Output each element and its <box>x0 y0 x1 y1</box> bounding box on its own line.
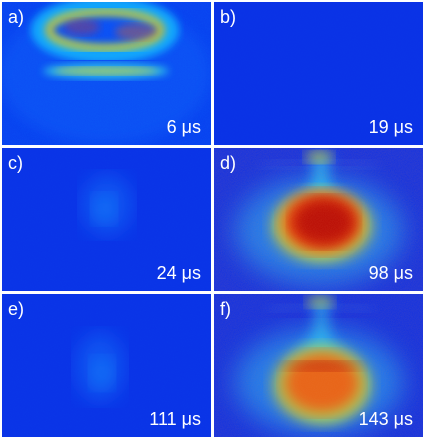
timestamp-label: 98 μs <box>368 263 413 283</box>
panel-e: e) 111 μs <box>2 294 211 437</box>
panel-label: d) <box>220 153 237 173</box>
timestamp-label: 143 μs <box>358 409 413 429</box>
timestamp-label: 6 μs <box>166 117 201 137</box>
timestamp-label: 24 μs <box>156 263 201 283</box>
panel-d: d) 98 μs <box>214 148 423 291</box>
panel-label: e) <box>8 299 25 319</box>
panel-e-image <box>2 294 211 437</box>
panel-a: a) 6 μs <box>2 2 211 145</box>
panel-b-image <box>214 2 423 145</box>
panel-d-image <box>214 148 423 291</box>
panel-f-image <box>214 294 423 437</box>
timestamp-label: 111 μs <box>149 409 201 429</box>
panel-label: c) <box>8 153 23 173</box>
panel-c-image <box>2 148 211 291</box>
panel-label: b) <box>220 7 237 27</box>
timestamp-label: 19 μs <box>368 117 413 137</box>
panel-label: a) <box>8 7 25 27</box>
panel-c: c) 24 μs <box>2 148 211 291</box>
panel-label: f) <box>220 299 231 319</box>
panel-b: b) 19 μs <box>214 2 423 145</box>
panel-a-image <box>2 2 211 145</box>
panel-f: f) 143 μs <box>214 294 423 437</box>
